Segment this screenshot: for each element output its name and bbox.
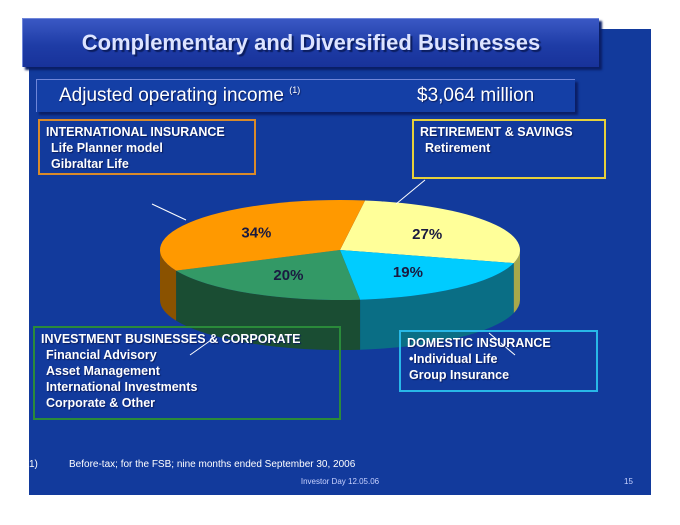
pie-label-0: 27%	[412, 226, 442, 243]
box-heading: INTERNATIONAL INSURANCE	[46, 125, 225, 139]
pie-slice-1	[340, 250, 514, 300]
box-retirement-savings: RETIREMENT & SAVINGS Retirement	[412, 119, 606, 179]
pie-sides	[160, 250, 520, 350]
page-number: 15	[624, 477, 633, 486]
pie-label-1: 19%	[393, 264, 423, 281]
pie-slice-0	[340, 200, 520, 264]
pie-side-1	[360, 263, 514, 350]
box-international-insurance: INTERNATIONAL INSURANCE Life Planner mod…	[38, 119, 256, 175]
income-label: Adjusted operating income (1)	[59, 85, 300, 107]
leader-line-retirement	[395, 179, 426, 205]
title-bar: Complementary and Diversified Businesses	[22, 18, 599, 67]
pie-side-3	[160, 250, 177, 321]
pie-slice-2	[176, 250, 361, 300]
box-heading: RETIREMENT & SAVINGS	[420, 125, 573, 139]
box-item: Corporate & Other	[46, 396, 156, 410]
leader-line-investment	[189, 337, 215, 356]
pie-label-3: 34%	[241, 225, 271, 242]
footnote-reference: (1)	[289, 85, 301, 95]
box-heading: DOMESTIC INSURANCE	[407, 336, 551, 350]
box-item: Life Planner model	[51, 141, 163, 155]
pie-label-2: 20%	[273, 267, 303, 284]
box-item: Gibraltar Life	[51, 157, 129, 171]
footnote-number: 1)	[29, 459, 38, 470]
footer-event: Investor Day 12.05.06	[300, 477, 380, 486]
footnote-text: Before-tax; for the FSB; nine months end…	[69, 459, 356, 470]
pie-labels: 27% 19% 20% 34%	[241, 225, 442, 285]
box-item: Group Insurance	[409, 368, 510, 382]
income-label-text: Adjusted operating income	[59, 85, 284, 106]
pie-slice-3	[160, 199, 366, 271]
box-item: Retirement	[425, 141, 491, 155]
box-domestic-insurance: DOMESTIC INSURANCE •Individual Life Grou…	[399, 330, 598, 392]
box-heading: INVESTMENT BUSINESSES & CORPORATE	[41, 332, 301, 346]
slide-title: Complementary and Diversified Businesses	[81, 30, 541, 55]
box-item: Financial Advisory	[46, 348, 157, 362]
footnote: 1) Before-tax; for the FSB; nine months e…	[29, 459, 355, 470]
pie-side-0	[513, 250, 520, 314]
subtitle-bar: Adjusted operating income (1) $3,064 mil…	[36, 79, 575, 112]
pie-tops	[160, 199, 520, 300]
box-item: International Investments	[46, 380, 198, 394]
box-investment-businesses: INVESTMENT BUSINESSES & CORPORATE Financ…	[33, 326, 341, 420]
box-item: Asset Management	[46, 364, 160, 378]
box-item: •Individual Life	[409, 352, 498, 366]
leader-lines	[151, 179, 516, 356]
income-value: $3,064 million	[417, 85, 535, 106]
pie-side-2	[176, 270, 361, 350]
leader-line-international	[151, 203, 187, 221]
leader-line-domestic	[488, 332, 516, 356]
